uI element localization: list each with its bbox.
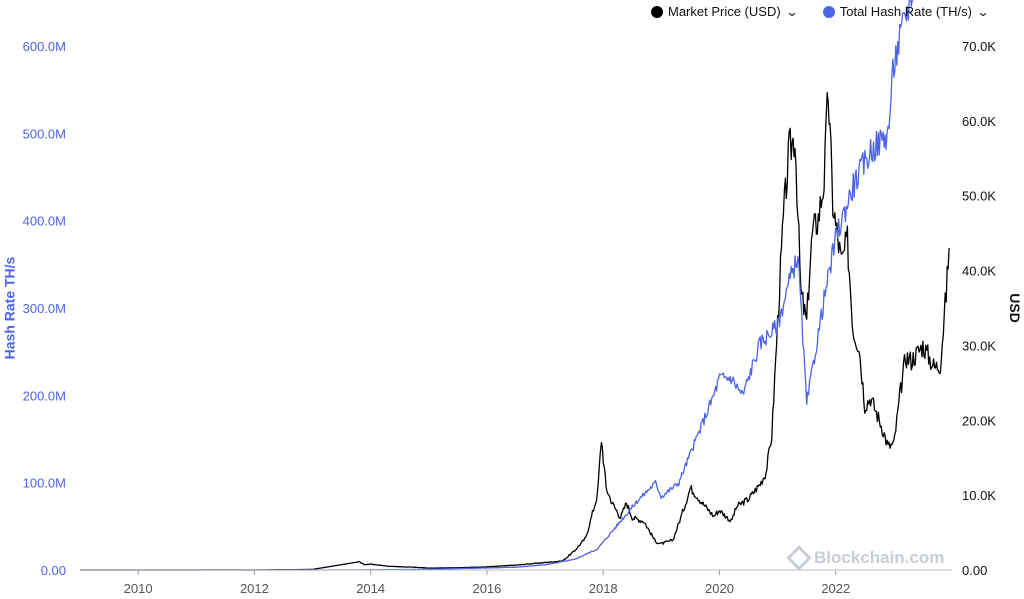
x-tick-label: 2020 [705,581,734,596]
right-tick-label: 70.0K [962,39,996,54]
left-tick-label: 300.0M [23,301,66,316]
legend-item-market-price[interactable]: Market Price (USD) ⌄ [650,4,799,19]
series-line-hash-rate [80,0,913,571]
left-tick-label: 200.0M [23,388,66,403]
right-tick-label: 60.0K [962,114,996,129]
legend-label-hash-rate: Total Hash Rate (TH/s) [839,4,972,19]
right-tick-label: 0.00 [962,563,987,578]
left-tick-label: 500.0M [23,126,66,141]
legend-dot-market-price [650,5,663,18]
left-axis-title: Hash Rate TH/s [1,256,18,360]
x-tick-label: 2014 [356,581,385,596]
x-tick-label: 2022 [821,581,850,596]
left-tick-label: 600.0M [23,39,66,54]
right-axis-ticks: 0.00 10.0K 20.0K 30.0K 40.0K 50.0K 60.0K 70.0K [962,39,996,578]
left-tick-label: 100.0M [23,476,66,491]
right-tick-label: 40.0K [962,264,996,279]
right-tick-label: 20.0K [962,413,996,428]
right-axis-title: USD [1006,293,1023,323]
x-axis-ticks: 2010 2012 2014 2016 2018 2020 2022 [124,570,850,596]
chevron-down-icon[interactable]: ⌄ [785,4,799,19]
blockchain-watermark: Blockchain.com [786,545,945,571]
legend-dot-hash-rate [822,5,835,18]
x-tick-label: 2012 [240,581,269,596]
x-tick-label: 2016 [472,581,501,596]
legend-label-market-price: Market Price (USD) [667,4,781,19]
x-tick-label: 2018 [589,581,618,596]
left-tick-label: 0.00 [41,563,66,578]
right-tick-label: 30.0K [962,338,996,353]
right-tick-label: 10.0K [962,488,996,503]
series-lines [80,0,950,571]
right-tick-label: 50.0K [962,189,996,204]
legend: Market Price (USD) ⌄ Total Hash Rate (TH… [650,4,990,19]
watermark-text: Blockchain.com [814,548,945,567]
legend-item-hash-rate[interactable]: Total Hash Rate (TH/s) ⌄ [822,4,990,19]
left-tick-label: 400.0M [23,214,66,229]
blockchain-logo-icon [786,545,812,571]
left-axis-ticks: 0.00 100.0M 200.0M 300.0M 400.0M 500.0M 600.0M [23,39,66,578]
chevron-down-icon[interactable]: ⌄ [976,4,990,19]
x-tick-label: 2010 [124,581,153,596]
